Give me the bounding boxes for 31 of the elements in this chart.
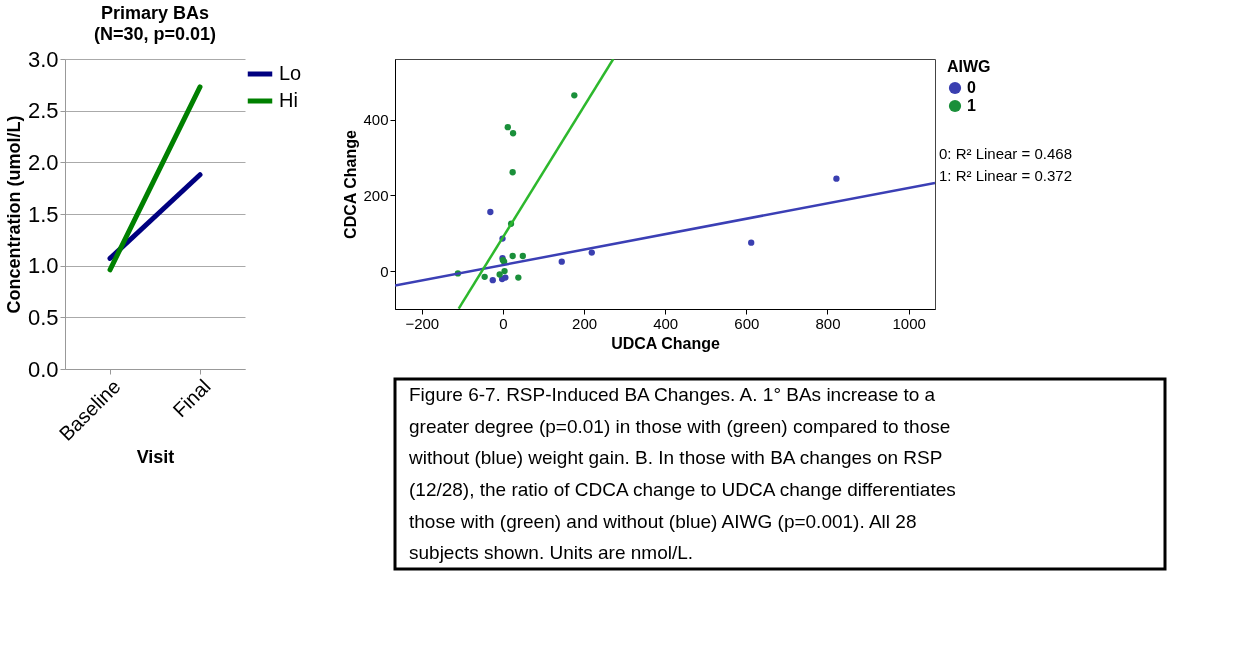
y-tick-label: 3.0 <box>27 46 59 72</box>
x-tick-label: 600 <box>734 314 760 332</box>
x-tick-label: 200 <box>572 314 598 332</box>
y-tick-label: 200 <box>363 186 389 204</box>
y-tick-label: 2.5 <box>27 98 59 124</box>
y-tick-label: 1.5 <box>27 201 59 227</box>
chart-subtitle: (N=30, p=0.01) <box>93 24 217 44</box>
legend-label: 0 <box>967 79 976 96</box>
y-tick-label: 0 <box>380 262 389 280</box>
x-tick-label: 1000 <box>892 314 926 332</box>
y-tick-label: 400 <box>363 111 389 129</box>
text: 0: R² Linear = 0.468 <box>939 145 1073 162</box>
legend-label: 1 <box>967 97 976 114</box>
y-axis-title: Concentration (umol/L) <box>3 115 24 314</box>
x-tick-label: 800 <box>815 314 841 332</box>
x-tick-label: 0 <box>499 314 508 332</box>
y-axis-title: CDCA Change <box>342 130 360 239</box>
y-tick-label: 0.0 <box>27 356 59 382</box>
y-tick-label: 0.5 <box>27 304 59 330</box>
legend-label: Lo <box>279 62 302 84</box>
y-tick-label: 2.0 <box>27 149 59 175</box>
caption: Figure 6-7. RSP-Induced BA Changes. A. 1° BAs increase to a greater degree (p=0.01) in those with (green) compared to those without (blue) weight gain. B. In those with BA changes on RSP (12/28), the ratio of CDCA change to UDCA change differentiates those with (green) and without (blue) AIWG (p=0.001). All 28 subjects shown. Units are nmol/L. <box>408 383 956 564</box>
legend-label: Hi <box>279 89 298 111</box>
x-axis-title: UDCA Change <box>611 334 720 352</box>
x-axis-title: Visit <box>136 446 175 467</box>
text: 1: R² Linear = 0.372 <box>939 167 1073 184</box>
x-tick-label: −200 <box>405 314 440 332</box>
x-tick-label: 400 <box>653 314 679 332</box>
legend-title: AIWG <box>947 58 991 75</box>
y-tick-label: 1.0 <box>27 253 59 279</box>
chart-title: Primary BAs <box>100 3 210 23</box>
